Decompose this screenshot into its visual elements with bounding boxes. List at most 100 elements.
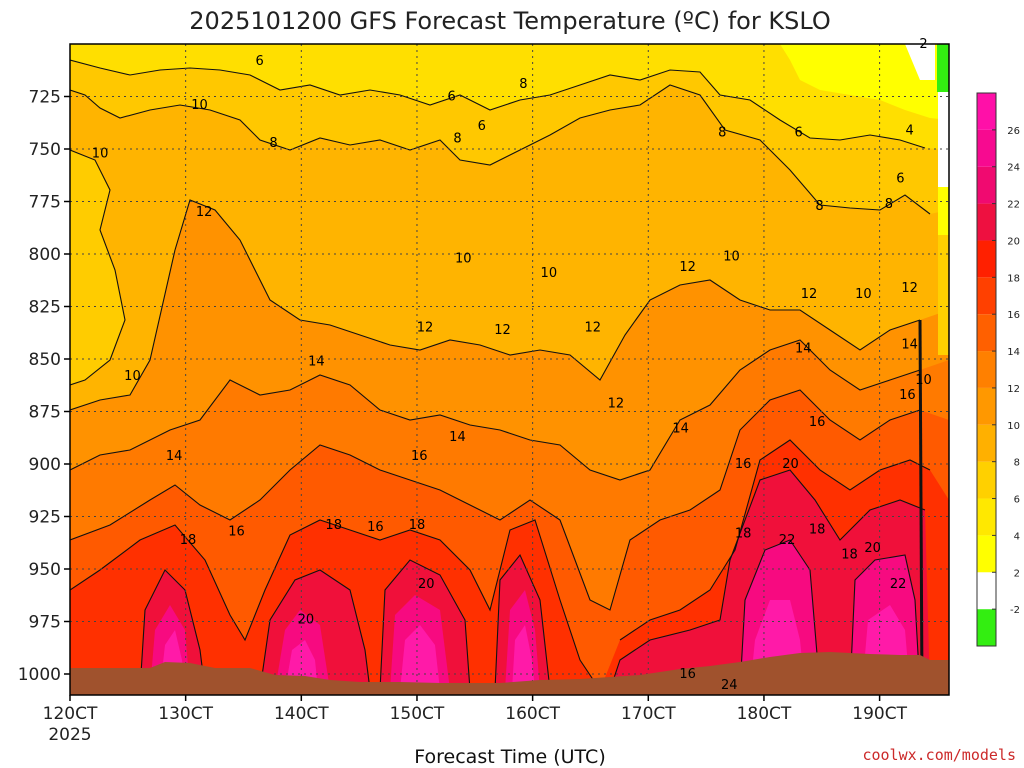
contour-label: 8: [519, 77, 527, 92]
x-tick-label: 130CT: [158, 704, 213, 724]
contour-label: 6: [795, 125, 803, 140]
contour-label: 10: [191, 98, 208, 113]
x-tick-label: 140CT: [274, 704, 329, 724]
contour-label: 12: [679, 260, 696, 275]
contour-label: 10: [541, 266, 558, 281]
contour-label: 22: [890, 577, 907, 592]
colorbar-swatch: [977, 609, 996, 646]
colorbar-tick-label: 4: [1014, 531, 1020, 542]
contour-label: 16: [899, 388, 916, 403]
y-axis: 725 750 775 800 825 850 875 900 925 950 975 1000: [18, 88, 70, 685]
y-tick-label: 900: [29, 455, 61, 475]
y-tick-label: 725: [29, 88, 61, 108]
colorbar-swatch: [977, 314, 996, 352]
x-axis: 120CT 130CT 140CT 150CT 160CT 170CT 180CT 190CT: [43, 695, 908, 724]
contour-label: 18: [809, 522, 826, 537]
contour-label: 12: [608, 396, 625, 411]
y-tick-label: 850: [29, 350, 61, 370]
colorbar-swatch: [977, 129, 996, 167]
contour-label: 14: [308, 354, 325, 369]
grid-lines: [70, 44, 949, 695]
contour-label: 16: [735, 457, 752, 472]
temp-band-left-lobe: [70, 150, 125, 385]
x-tick-label: 190CT: [852, 704, 907, 724]
colorbar-swatch: [977, 572, 996, 610]
contour-label: 18: [735, 527, 752, 542]
plot-frame: [69, 43, 950, 696]
y-tick-label: 950: [29, 560, 61, 580]
y-tick-label: 775: [29, 193, 61, 213]
contour-label: 12: [417, 321, 434, 336]
contour-label: 20: [298, 613, 315, 628]
contour-label: 20: [864, 541, 881, 556]
y-tick-label: 925: [29, 508, 61, 528]
cold-column-white-2: [938, 92, 949, 187]
x-tick-label: 180CT: [737, 704, 792, 724]
contour-label: 14: [901, 338, 918, 353]
contour-label: 10: [915, 373, 932, 388]
colorbar-tick-label: 18: [1007, 273, 1020, 284]
colorbar-swatch: [977, 424, 996, 462]
contour-label: 12: [585, 321, 602, 336]
x-tick-label: 160CT: [505, 704, 560, 724]
colorbar-swatch: [977, 203, 996, 241]
cold-column-yellow: [938, 187, 949, 235]
y-tick-label: 1000: [18, 665, 61, 685]
x-axis-label: Forecast Time (UTC): [414, 746, 605, 768]
colorbar-tick-label: 6: [1014, 495, 1020, 506]
contour-label: 12: [196, 205, 213, 220]
colorbar-tick-label: 24: [1007, 163, 1020, 174]
contour-label: 18: [325, 518, 342, 533]
contour-label: 12: [494, 323, 511, 338]
x-year-label: 2025: [48, 725, 91, 745]
colorbar-swatch: [977, 535, 996, 573]
temp-band-20-22: [140, 470, 930, 690]
colorbar-tick-label: -2: [1010, 605, 1020, 616]
contour-label: 18: [841, 548, 858, 563]
colorbar-frame: [976, 92, 997, 647]
contour-label: 20: [782, 457, 799, 472]
contour-label: 6: [896, 172, 904, 187]
contour-label: 8: [718, 125, 726, 140]
contour-label: 10: [855, 287, 872, 302]
contour-label: 4: [906, 123, 914, 138]
colorbar-tick-label: 26: [1007, 126, 1020, 137]
contour-lines: [70, 59, 931, 691]
contour-label: 14: [449, 430, 466, 445]
chart-title: 2025101200 GFS Forecast Temperature (ºC)…: [189, 7, 830, 35]
temp-band-2-4: [780, 44, 949, 120]
colorbar-tick-label: 2: [1014, 568, 1020, 579]
contour-label: 20: [418, 577, 435, 592]
colorbar-tick-label: 10: [1007, 421, 1020, 432]
contour-label: 16: [367, 520, 384, 535]
contour-label: 10: [455, 251, 472, 266]
cold-column-white: [905, 44, 935, 80]
x-tick-label: 120CT: [43, 704, 98, 724]
colorbar-swatch: [977, 166, 996, 204]
y-tick-label: 875: [29, 403, 61, 423]
y-tick-label: 750: [29, 140, 61, 160]
x-tick-label: 150CT: [390, 704, 445, 724]
y-tick-label: 825: [29, 298, 61, 318]
credit-text: coolwx.com/models: [862, 746, 1016, 764]
contour-label: 12: [901, 281, 918, 296]
contour-label: 14: [166, 449, 183, 464]
temp-band-24-26: [160, 600, 910, 690]
colorbar-swatch: [977, 498, 996, 536]
contour-label: 16: [228, 524, 245, 539]
colorbar-tick-label: 8: [1014, 458, 1020, 469]
contour-label: 16: [809, 415, 826, 430]
x-tick-label: 170CT: [621, 704, 676, 724]
plot-area: [70, 44, 949, 695]
y-tick-label: 975: [29, 613, 61, 633]
colorbar-swatch: [977, 277, 996, 315]
contour-label: 10: [723, 249, 740, 264]
contour-label: 8: [885, 197, 893, 212]
colorbar-swatch: [977, 351, 996, 388]
colorbar-swatch: [977, 461, 996, 499]
contour-label: 24: [721, 678, 738, 693]
contour-label: 18: [180, 533, 197, 548]
cold-column-gold: [938, 235, 949, 355]
